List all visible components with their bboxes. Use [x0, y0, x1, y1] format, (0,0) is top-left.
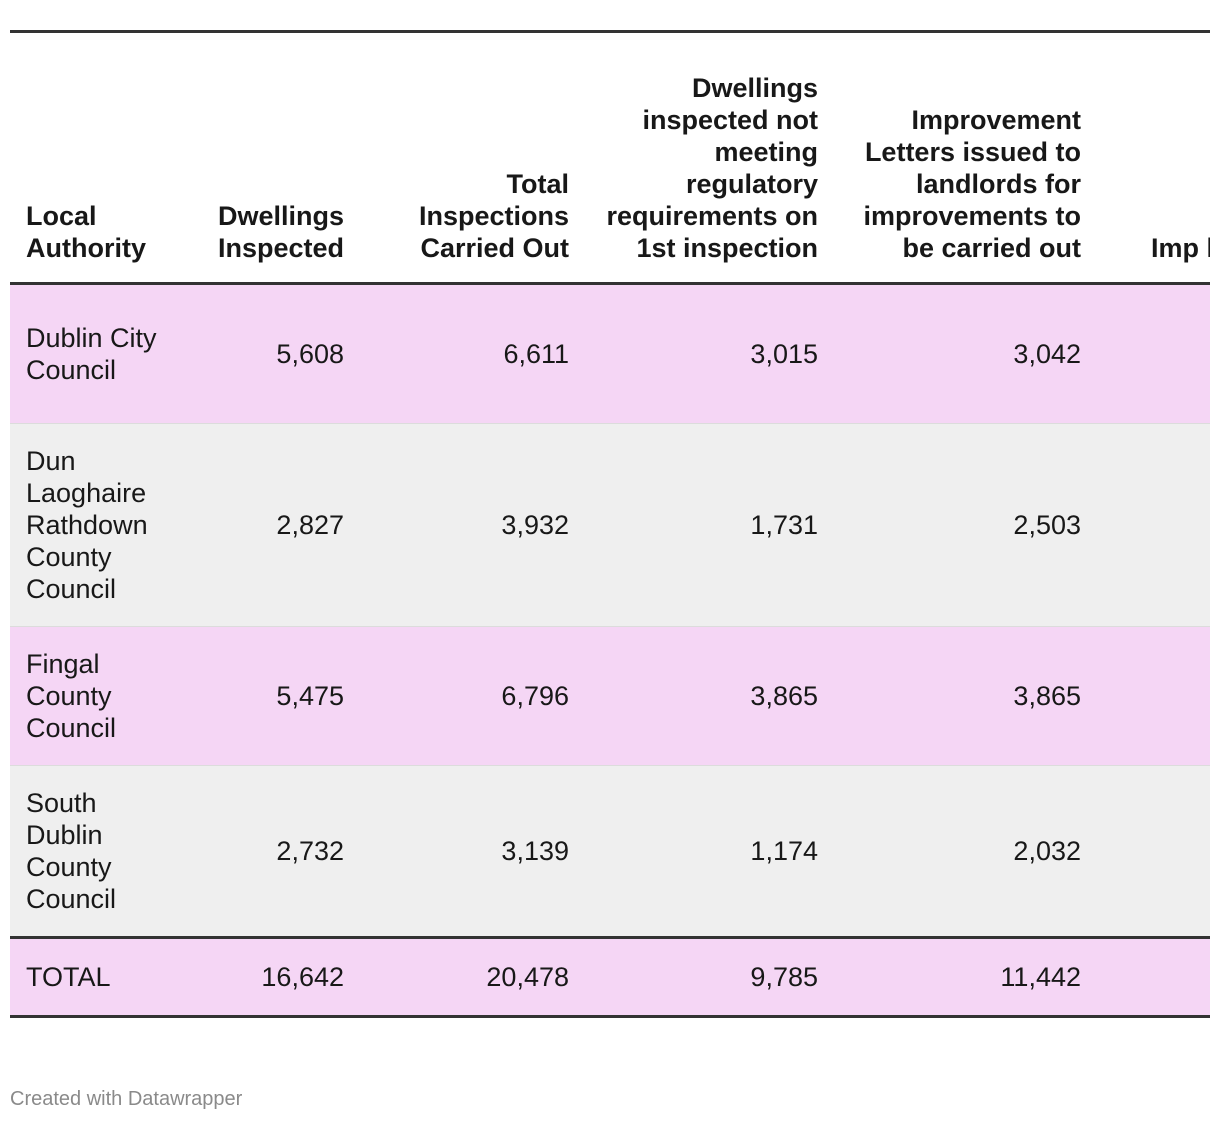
cell-dwellings-inspected: 2,827	[180, 423, 354, 627]
cell-col6	[1091, 765, 1210, 938]
cell-col6	[1091, 423, 1210, 627]
cell-not-meeting: 1,731	[579, 423, 828, 627]
cell-total-improvement-letters: 11,442	[828, 937, 1091, 1017]
cell-improvement-letters: 2,032	[828, 765, 1091, 938]
table-row: Dublin City Council 5,608 6,611 3,015 3,…	[10, 283, 1210, 424]
table-row: Fingal County Council 5,475 6,796 3,865 …	[10, 626, 1210, 766]
cell-total-inspections: 3,139	[354, 765, 579, 938]
total-row: TOTAL 16,642 20,478 9,785 11,442	[10, 937, 1210, 1017]
header-improvement-notices[interactable]: Imp lan impr to	[1151, 233, 1210, 263]
cell-authority: Dublin City Council	[10, 283, 180, 424]
cell-improvement-letters: 2,503	[828, 423, 1091, 627]
header-local-authority[interactable]: Local Authority	[26, 201, 146, 263]
cell-total-inspections: 3,932	[354, 423, 579, 627]
header-not-meeting-requirements[interactable]: Dwellings inspected not meeting regulato…	[606, 73, 818, 263]
cell-dwellings-inspected: 2,732	[180, 765, 354, 938]
cell-authority: Dun Laoghaire Rathdown County Council	[10, 423, 180, 627]
cell-col6	[1091, 626, 1210, 766]
cell-improvement-letters: 3,042	[828, 283, 1091, 424]
table-row: Dun Laoghaire Rathdown County Council 2,…	[10, 423, 1210, 627]
datawrapper-credit[interactable]: Created with Datawrapper	[10, 1088, 243, 1110]
cell-not-meeting: 3,865	[579, 626, 828, 766]
cell-total-inspections: 6,796	[354, 626, 579, 766]
cell-dwellings-inspected: 5,608	[180, 283, 354, 424]
cell-total-not-meeting: 9,785	[579, 937, 828, 1017]
cell-authority: South Dublin County Council	[10, 765, 180, 938]
header-total-inspections[interactable]: Total Inspections Carried Out	[418, 169, 569, 263]
cell-authority: Fingal County Council	[10, 626, 180, 766]
cell-not-meeting: 1,174	[579, 765, 828, 938]
cell-total-label: TOTAL	[10, 937, 180, 1017]
cell-total-dwellings-inspected: 16,642	[180, 937, 354, 1017]
data-table-container: Local Authority Dwellings Inspected Tota…	[10, 30, 1210, 1018]
cell-total-inspections: 20,478	[354, 937, 579, 1017]
cell-col6	[1091, 283, 1210, 424]
cell-improvement-letters: 3,865	[828, 626, 1091, 766]
header-improvement-letters[interactable]: Improvement Letters issued to landlords …	[863, 105, 1081, 263]
cell-dwellings-inspected: 5,475	[180, 626, 354, 766]
inspections-table: Local Authority Dwellings Inspected Tota…	[10, 30, 1210, 1018]
header-dwellings-inspected[interactable]: Dwellings Inspected	[217, 201, 344, 263]
header-row: Local Authority Dwellings Inspected Tota…	[10, 31, 1210, 284]
cell-total-inspections: 6,611	[354, 283, 579, 424]
cell-not-meeting: 3,015	[579, 283, 828, 424]
table-row: South Dublin County Council 2,732 3,139 …	[10, 765, 1210, 938]
cell-total-col6	[1091, 937, 1210, 1017]
